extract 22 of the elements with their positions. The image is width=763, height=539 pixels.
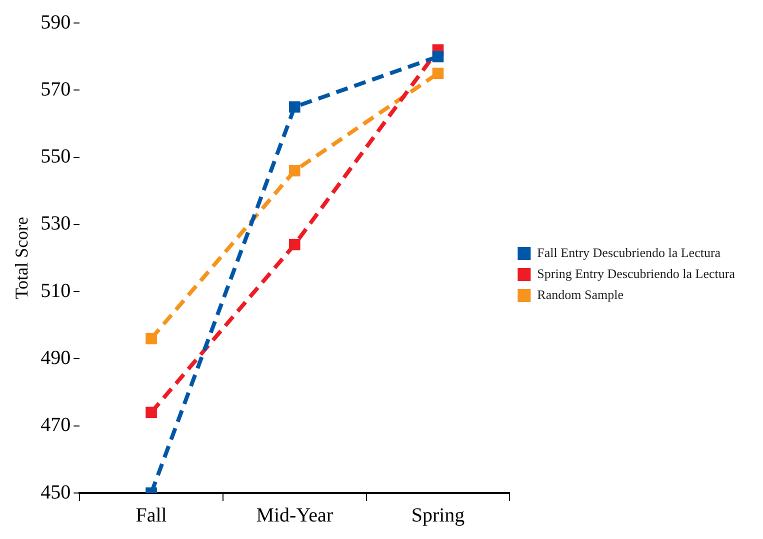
y-tick-label: 490	[40, 346, 71, 369]
y-tick-label: 570	[40, 78, 71, 100]
y-tick-label: 450	[40, 481, 71, 504]
point	[146, 406, 157, 418]
x-tick-label: Mid-Year	[256, 504, 334, 526]
point	[288, 101, 300, 113]
point	[146, 332, 157, 344]
point	[432, 68, 444, 80]
x-tick-label: Spring	[411, 504, 465, 526]
y-tick-label: 470	[40, 414, 71, 436]
legend-label: Fall Entry Descubriendo la Lectura	[537, 244, 721, 260]
point	[432, 50, 444, 62]
legend-label: Random Sample	[537, 286, 624, 302]
legend-label: Spring Entry Descubriendo la Lectura	[537, 266, 736, 281]
y-tick-label: 530	[40, 212, 71, 235]
y-tick-label: 590	[40, 11, 71, 34]
y-axis-title: Total Score	[12, 216, 32, 300]
x-tick-label: Fall	[136, 504, 168, 526]
y-tick-label: 550	[40, 146, 71, 168]
point	[288, 165, 300, 176]
y-tick-label: 510	[40, 280, 71, 302]
point	[288, 238, 300, 250]
